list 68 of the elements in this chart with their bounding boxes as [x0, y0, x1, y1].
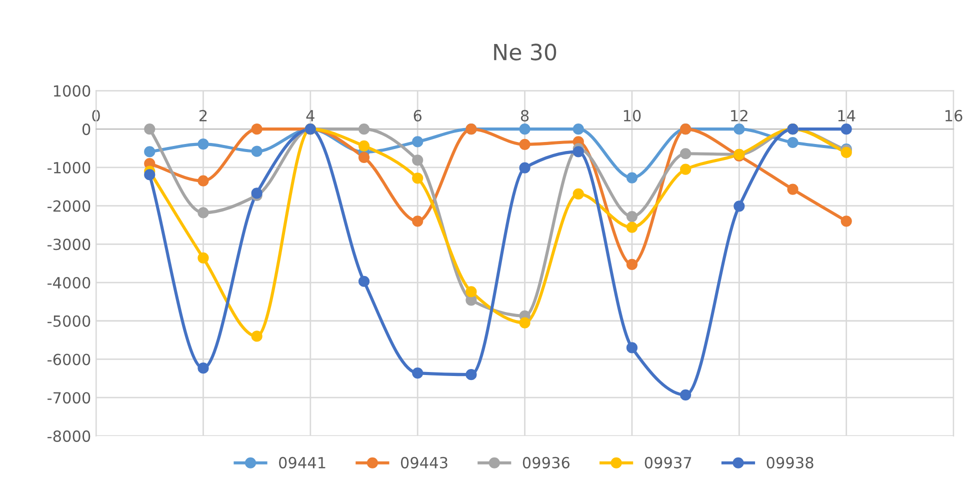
x-tick-label: 16 [946, 110, 962, 122]
x-tick-label: 10 [624, 110, 641, 122]
point [626, 172, 638, 184]
y-tick-label: 0 [82, 124, 90, 136]
point [466, 369, 477, 380]
y-tick-label: -8000 [48, 430, 90, 442]
point [144, 146, 156, 158]
point [251, 124, 262, 135]
x-tick-label: 12 [731, 110, 748, 122]
point [412, 136, 424, 148]
legend-label: 09936 [522, 456, 570, 468]
x-tick-label: 4 [306, 110, 314, 122]
point [680, 148, 692, 160]
point [519, 138, 530, 150]
x-tick-label: 2 [199, 110, 207, 122]
point [680, 164, 692, 175]
legend-label: 09441 [279, 456, 326, 468]
point [358, 140, 370, 152]
point [466, 286, 477, 298]
y-tick-label: 1000 [54, 85, 90, 97]
point [144, 124, 156, 135]
point [358, 276, 370, 287]
point [198, 207, 209, 218]
point [572, 146, 584, 158]
point [251, 330, 262, 342]
point [626, 258, 638, 270]
y-tick-label: -3000 [48, 238, 90, 250]
point [412, 154, 424, 166]
point [626, 210, 638, 222]
point [358, 152, 370, 164]
y-tick-label: -1000 [48, 162, 90, 174]
point [840, 124, 852, 135]
y-tick-label: -4000 [48, 276, 90, 289]
point [198, 362, 209, 374]
x-tick-label: 6 [414, 110, 422, 122]
point [626, 222, 638, 233]
point [198, 138, 209, 150]
point [144, 169, 156, 180]
legend-label: 09443 [400, 456, 448, 468]
chart-title: Ne 30 [494, 44, 556, 60]
point [519, 317, 530, 328]
point [251, 146, 262, 157]
y-tick-label: -5000 [48, 315, 90, 327]
point [412, 172, 424, 184]
point [519, 124, 530, 135]
x-tick-label: 14 [838, 110, 856, 122]
point [840, 146, 852, 158]
point [412, 216, 424, 227]
point [412, 367, 424, 379]
point [840, 216, 852, 227]
point [198, 252, 209, 264]
point [572, 188, 584, 200]
point [572, 124, 584, 135]
point [519, 162, 530, 174]
y-tick-label: -2000 [48, 200, 90, 212]
point [734, 200, 745, 212]
legend-label: 09937 [644, 456, 692, 468]
x-tick-label: 8 [520, 110, 529, 122]
point [787, 136, 798, 148]
point [198, 175, 209, 186]
y-tick-label: -6000 [48, 354, 90, 366]
point [734, 124, 745, 135]
point [626, 342, 638, 354]
point [787, 184, 798, 195]
point [680, 389, 692, 400]
legend-label: 09938 [766, 456, 814, 468]
point [358, 124, 370, 135]
y-tick-label: -7000 [48, 392, 90, 404]
